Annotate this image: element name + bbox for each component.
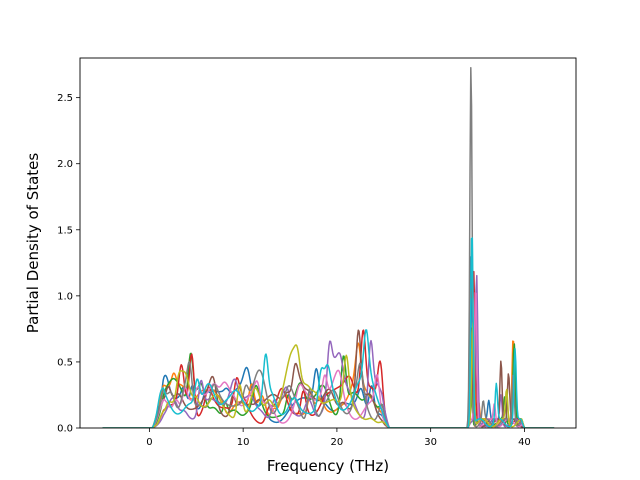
y-tick-label: 1.5 xyxy=(57,225,73,236)
x-tick-label: 20 xyxy=(331,437,344,448)
series-layer xyxy=(102,67,555,428)
x-tick-label: 10 xyxy=(237,437,250,448)
y-tick-label: 0.0 xyxy=(57,424,73,435)
x-tick-label: 30 xyxy=(424,437,437,448)
y-tick-label: 1.0 xyxy=(57,291,73,302)
x-tick-label: 40 xyxy=(518,437,531,448)
x-tick-label: 0 xyxy=(146,437,152,448)
pdos-series-line xyxy=(102,237,555,428)
y-axis-ticks: 0.0 0.5 1.0 1.5 2.0 2.5 xyxy=(57,93,80,435)
pdos-series-line xyxy=(102,67,555,428)
pdos-series-line xyxy=(102,321,555,428)
pdos-series-line xyxy=(102,274,555,428)
y-tick-label: 2.0 xyxy=(57,159,73,170)
y-axis-label: Partial Density of States xyxy=(24,153,42,334)
y-tick-label: 0.5 xyxy=(57,357,73,368)
x-axis-ticks: 0 10 20 30 40 xyxy=(146,428,531,448)
plot-frame xyxy=(79,57,577,429)
x-axis-label: Frequency (THz) xyxy=(267,457,389,475)
y-tick-label: 2.5 xyxy=(57,93,73,104)
